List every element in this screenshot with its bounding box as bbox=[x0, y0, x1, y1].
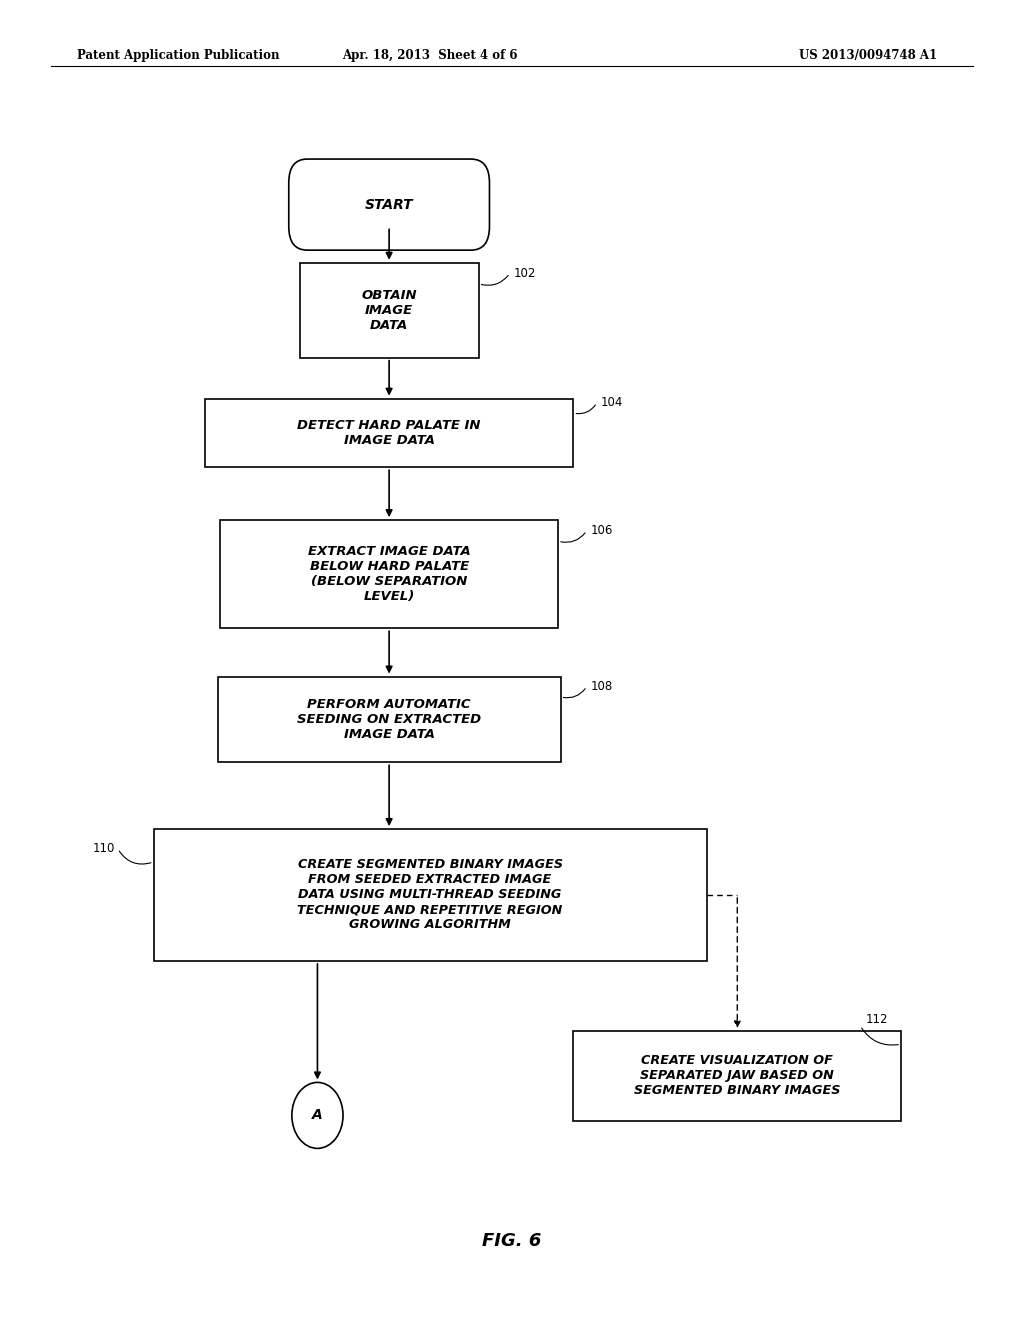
Text: Apr. 18, 2013  Sheet 4 of 6: Apr. 18, 2013 Sheet 4 of 6 bbox=[342, 49, 518, 62]
Circle shape bbox=[292, 1082, 343, 1148]
FancyBboxPatch shape bbox=[289, 160, 489, 251]
Text: DETECT HARD PALATE IN
IMAGE DATA: DETECT HARD PALATE IN IMAGE DATA bbox=[297, 418, 481, 447]
FancyBboxPatch shape bbox=[217, 676, 561, 763]
Text: PERFORM AUTOMATIC
SEEDING ON EXTRACTED
IMAGE DATA: PERFORM AUTOMATIC SEEDING ON EXTRACTED I… bbox=[297, 698, 481, 741]
Text: 110: 110 bbox=[92, 842, 115, 855]
FancyBboxPatch shape bbox=[299, 263, 478, 358]
Text: CREATE VISUALIZATION OF
SEPARATED JAW BASED ON
SEGMENTED BINARY IMAGES: CREATE VISUALIZATION OF SEPARATED JAW BA… bbox=[634, 1055, 841, 1097]
Text: US 2013/0094748 A1: US 2013/0094748 A1 bbox=[799, 49, 937, 62]
Text: 108: 108 bbox=[591, 680, 613, 693]
Text: 112: 112 bbox=[865, 1012, 888, 1026]
Text: 104: 104 bbox=[601, 396, 624, 409]
Text: CREATE SEGMENTED BINARY IMAGES
FROM SEEDED EXTRACTED IMAGE
DATA USING MULTI-THRE: CREATE SEGMENTED BINARY IMAGES FROM SEED… bbox=[297, 858, 563, 932]
Text: START: START bbox=[365, 198, 414, 211]
Text: 102: 102 bbox=[514, 267, 537, 280]
Text: A: A bbox=[312, 1109, 323, 1122]
Text: FIG. 6: FIG. 6 bbox=[482, 1232, 542, 1250]
Text: EXTRACT IMAGE DATA
BELOW HARD PALATE
(BELOW SEPARATION
LEVEL): EXTRACT IMAGE DATA BELOW HARD PALATE (BE… bbox=[308, 545, 470, 603]
FancyBboxPatch shape bbox=[205, 399, 573, 467]
Text: 106: 106 bbox=[591, 524, 613, 537]
FancyBboxPatch shape bbox=[154, 829, 707, 961]
Text: Patent Application Publication: Patent Application Publication bbox=[77, 49, 280, 62]
Text: OBTAIN
IMAGE
DATA: OBTAIN IMAGE DATA bbox=[361, 289, 417, 331]
FancyBboxPatch shape bbox=[220, 520, 558, 628]
FancyBboxPatch shape bbox=[573, 1031, 901, 1121]
